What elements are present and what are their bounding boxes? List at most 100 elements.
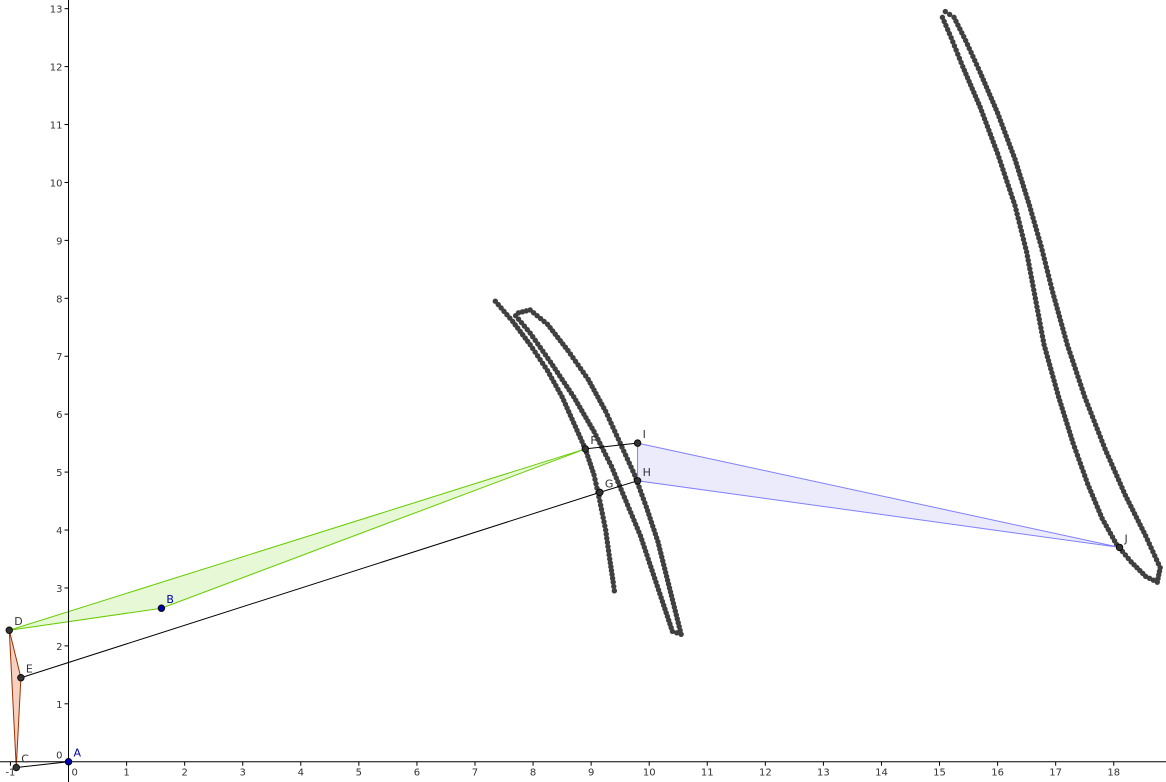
point-c[interactable]: C bbox=[12, 753, 29, 772]
locus-dot bbox=[1015, 215, 1021, 221]
point-marker[interactable] bbox=[5, 626, 13, 634]
locus-dot bbox=[1076, 456, 1082, 463]
y-tick-label: 7 bbox=[56, 352, 62, 363]
point-f[interactable]: F bbox=[581, 434, 597, 453]
x-tick-label: 16 bbox=[991, 768, 1004, 779]
point-marker[interactable] bbox=[1115, 543, 1124, 552]
locus-dot bbox=[948, 34, 954, 41]
point-i[interactable]: I bbox=[633, 428, 646, 447]
point-marker[interactable] bbox=[633, 439, 642, 447]
point-b[interactable]: B bbox=[157, 593, 174, 612]
x-tick-label: 8 bbox=[530, 768, 536, 779]
locus-dot bbox=[1018, 228, 1025, 234]
locus-dot bbox=[1020, 236, 1027, 243]
locus-dot bbox=[1023, 249, 1030, 255]
point-marker[interactable] bbox=[633, 477, 642, 485]
point-label: H bbox=[643, 466, 651, 479]
locus-dot bbox=[1084, 480, 1091, 487]
point-marker[interactable] bbox=[64, 758, 73, 766]
locus-dot bbox=[599, 510, 606, 517]
locus-dot bbox=[956, 55, 963, 62]
locus-dot bbox=[1042, 260, 1049, 266]
locus-dot bbox=[610, 579, 616, 585]
locus-dot bbox=[946, 30, 953, 37]
y-tick-label: 13 bbox=[50, 5, 63, 16]
locus-dot bbox=[1049, 285, 1055, 292]
point-label: I bbox=[643, 428, 646, 441]
x-tick-label: 7 bbox=[472, 768, 478, 779]
locus-dot bbox=[1024, 253, 1031, 259]
polygon-cde[interactable] bbox=[8, 630, 22, 768]
x-tick-label: 18 bbox=[1107, 768, 1120, 779]
locus-dot bbox=[1019, 232, 1026, 238]
locus-dot bbox=[1044, 268, 1051, 275]
locus-dot bbox=[1028, 274, 1035, 280]
segment-gh[interactable] bbox=[599, 480, 638, 493]
locus-dot bbox=[1083, 476, 1089, 483]
locus-dot bbox=[1038, 329, 1045, 335]
point-marker[interactable] bbox=[157, 604, 166, 612]
y-tick-label: 2 bbox=[56, 642, 62, 653]
segment-ca[interactable] bbox=[16, 761, 69, 769]
x-tick-label: 0 bbox=[72, 768, 78, 779]
locus-dot bbox=[1041, 341, 1047, 348]
locus-dot bbox=[1037, 320, 1043, 327]
point-h[interactable]: H bbox=[633, 466, 651, 485]
locus-dot bbox=[942, 8, 949, 15]
locus-dot bbox=[1039, 333, 1046, 339]
point-marker[interactable] bbox=[12, 763, 20, 772]
locus-dot bbox=[1082, 472, 1088, 479]
locus-dot bbox=[1079, 464, 1085, 471]
locus-dot bbox=[1031, 287, 1037, 293]
point-e[interactable]: E bbox=[17, 663, 33, 682]
y-tick-label: 3 bbox=[56, 584, 62, 595]
locus-dot bbox=[941, 18, 947, 25]
locus-dot bbox=[602, 523, 608, 529]
locus-dot bbox=[1071, 444, 1078, 450]
point-d[interactable]: D bbox=[5, 615, 23, 634]
locus-dot bbox=[951, 43, 958, 49]
x-tick-label: 1 bbox=[123, 768, 129, 779]
point-marker[interactable] bbox=[17, 674, 25, 682]
locus-dot bbox=[593, 480, 599, 487]
point-marker[interactable] bbox=[596, 488, 604, 497]
locus-dot bbox=[512, 312, 519, 319]
segment-eg[interactable] bbox=[20, 491, 600, 679]
y-tick-label: 8 bbox=[56, 294, 62, 305]
locus-dot bbox=[1031, 219, 1037, 225]
segment-fi[interactable] bbox=[585, 442, 638, 450]
x-tick-label: 11 bbox=[701, 768, 714, 779]
polygon-ihj[interactable] bbox=[637, 442, 1120, 548]
locus-dot bbox=[1036, 316, 1043, 323]
locus-dot bbox=[1045, 272, 1052, 279]
locus-dot bbox=[1022, 245, 1029, 251]
locus-dot bbox=[1074, 452, 1081, 458]
y-tick-label: 11 bbox=[50, 121, 63, 132]
locus-dot bbox=[943, 22, 949, 29]
locus-dot bbox=[678, 631, 684, 637]
locus-dot bbox=[1021, 240, 1028, 247]
locus-dot bbox=[1026, 261, 1032, 268]
locus-dot bbox=[1040, 251, 1046, 258]
point-marker[interactable] bbox=[581, 445, 590, 453]
locus-dot bbox=[1036, 235, 1042, 241]
locus-dot bbox=[1043, 264, 1050, 270]
locus-dot bbox=[950, 39, 956, 45]
polygon-dfb[interactable] bbox=[9, 448, 586, 631]
point-label: E bbox=[26, 663, 33, 676]
x-tick-label: 3 bbox=[240, 768, 246, 779]
locus-dot bbox=[1040, 337, 1046, 344]
x-tick-label: 6 bbox=[414, 768, 420, 779]
locus-dot bbox=[1047, 281, 1054, 287]
locus-dot bbox=[953, 47, 959, 53]
y-tick-label: 9 bbox=[56, 236, 62, 247]
point-g[interactable]: G bbox=[596, 477, 614, 497]
locus-dot bbox=[597, 498, 603, 504]
point-a[interactable]: A bbox=[64, 747, 82, 766]
points-layer: A B C D E F G H I J bbox=[5, 428, 1128, 772]
locus-dot bbox=[601, 519, 607, 525]
point-j[interactable]: J bbox=[1115, 532, 1128, 552]
x-tick-label: 13 bbox=[817, 768, 830, 779]
